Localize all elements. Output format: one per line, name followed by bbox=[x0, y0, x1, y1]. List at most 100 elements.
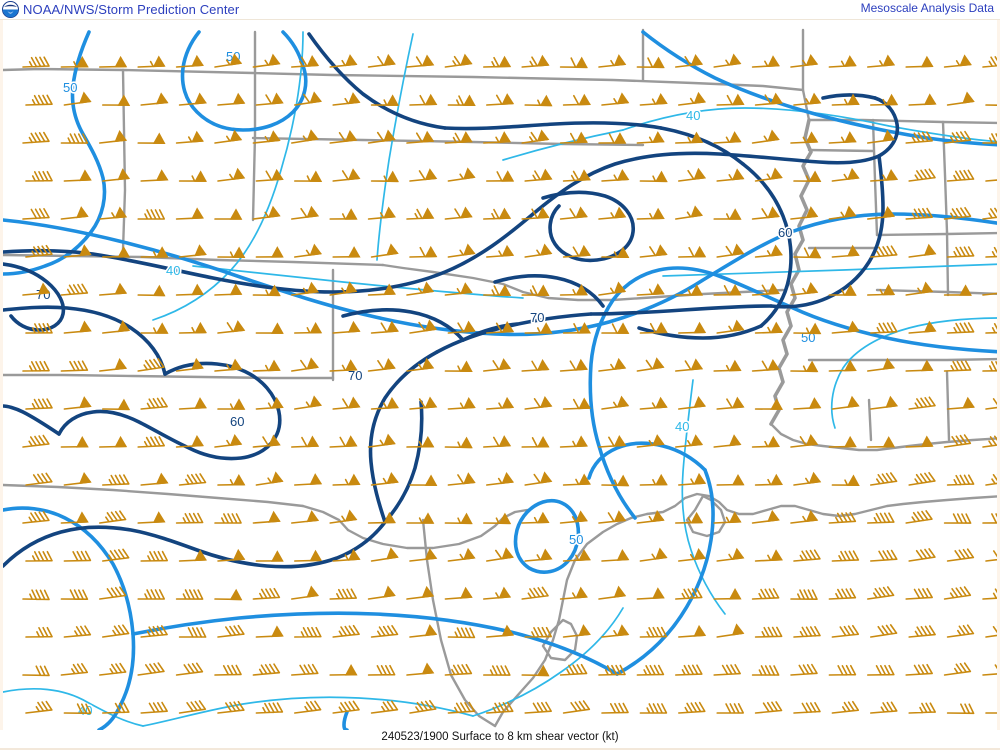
wind-barb bbox=[905, 359, 934, 372]
wind-barb bbox=[905, 55, 934, 68]
wind-barb bbox=[447, 547, 476, 562]
wind-barb bbox=[63, 320, 92, 334]
wind-barb bbox=[636, 664, 665, 676]
header-left-group: NOAA/NWS/Storm Prediction Center bbox=[0, 0, 240, 19]
wind-barb bbox=[869, 322, 898, 334]
wind-barb bbox=[636, 283, 665, 296]
wind-barb bbox=[102, 246, 131, 258]
wind-barb bbox=[99, 586, 127, 600]
wind-barb bbox=[946, 624, 975, 638]
wind-barb bbox=[290, 357, 319, 372]
wind-barb bbox=[985, 104, 997, 107]
wind-barb bbox=[178, 397, 207, 410]
wind-barb bbox=[636, 509, 665, 524]
wind-barb bbox=[713, 588, 742, 600]
wind-barb bbox=[290, 281, 320, 296]
wind-barb bbox=[370, 170, 399, 183]
contour-label: 70 bbox=[530, 310, 544, 325]
wind-barb bbox=[677, 624, 707, 638]
wind-barb bbox=[790, 360, 819, 373]
wind-barb bbox=[60, 56, 89, 68]
wind-barb bbox=[677, 701, 706, 714]
wind-barb bbox=[674, 284, 704, 296]
wind-barb bbox=[639, 547, 668, 562]
wind-barb bbox=[217, 473, 246, 486]
wind-barb bbox=[982, 513, 997, 524]
wind-barb bbox=[370, 320, 399, 334]
wind-barb bbox=[636, 207, 665, 220]
wind-barb bbox=[60, 133, 89, 144]
header-divider bbox=[0, 19, 1000, 20]
wind-barb bbox=[482, 207, 512, 220]
wind-barb bbox=[444, 586, 473, 600]
contour-label: 40 bbox=[686, 108, 700, 123]
wind-barb bbox=[598, 281, 627, 296]
wind-barb bbox=[716, 396, 745, 410]
wind-barb bbox=[367, 511, 396, 524]
wind-barb bbox=[409, 474, 438, 486]
wind-barb bbox=[636, 587, 665, 600]
wind-barb bbox=[793, 701, 821, 714]
wind-barb bbox=[754, 92, 783, 106]
wind-barb bbox=[831, 167, 860, 182]
wind-barb bbox=[982, 55, 997, 68]
wind-barb bbox=[217, 167, 246, 182]
wind-barb bbox=[293, 395, 322, 410]
wind-barb bbox=[217, 320, 246, 334]
map-canvas[interactable]: 50 50 40 70 40 60 70 50 70 60 40 50 40 bbox=[0, 20, 1000, 730]
wind-barb bbox=[790, 434, 819, 448]
wind-barb bbox=[63, 396, 92, 410]
wind-barb bbox=[137, 589, 165, 600]
wind-barb bbox=[175, 435, 204, 448]
wind-barb bbox=[290, 510, 320, 524]
wind-barb bbox=[293, 170, 323, 182]
wind-barb bbox=[217, 398, 246, 410]
wind-barb bbox=[793, 471, 822, 486]
wind-barb bbox=[329, 509, 358, 524]
wind-barb bbox=[290, 663, 319, 676]
wind-barb bbox=[214, 358, 243, 372]
wind-barb bbox=[409, 396, 438, 410]
wind-barb bbox=[866, 586, 895, 600]
wind-barb bbox=[524, 322, 553, 334]
wind-barb bbox=[869, 168, 899, 182]
wind-barb bbox=[754, 167, 783, 182]
wind-barb bbox=[140, 169, 169, 182]
wind-barb bbox=[25, 244, 53, 258]
wind-barb bbox=[406, 357, 435, 372]
wind-barb bbox=[332, 396, 361, 410]
wind-barb bbox=[831, 395, 860, 410]
wind-barb bbox=[754, 626, 783, 638]
wind-barb bbox=[447, 472, 476, 486]
wind-barb bbox=[598, 357, 627, 372]
wind-barb bbox=[598, 132, 627, 144]
contour-label: 40 bbox=[166, 263, 180, 278]
wind-barb bbox=[99, 206, 128, 220]
wind-barb bbox=[559, 586, 588, 600]
wind-barb bbox=[751, 435, 780, 448]
wind-barb bbox=[905, 281, 934, 296]
wind-barb bbox=[869, 245, 898, 258]
wind-barb bbox=[713, 664, 741, 676]
wind-barb bbox=[639, 244, 668, 258]
wind-barb bbox=[562, 700, 591, 714]
wind-barb bbox=[828, 511, 857, 524]
wind-barb bbox=[485, 396, 515, 410]
wind-barb bbox=[444, 131, 473, 144]
contour-label: 40 bbox=[675, 419, 689, 434]
wind-barb bbox=[790, 663, 818, 676]
wind-barb bbox=[217, 624, 245, 638]
wind-barb bbox=[831, 320, 860, 334]
wind-barb bbox=[639, 473, 668, 486]
wind-barb bbox=[22, 434, 50, 448]
wind-barb bbox=[521, 664, 550, 677]
wind-barb bbox=[25, 472, 53, 486]
wind-barb bbox=[137, 132, 166, 145]
wind-barb bbox=[562, 549, 591, 562]
wind-barb bbox=[214, 129, 243, 144]
wind-barb bbox=[828, 131, 857, 144]
wind-barb bbox=[367, 206, 396, 220]
wind-barb bbox=[60, 663, 89, 676]
wind-barb bbox=[252, 284, 281, 297]
wind-barb bbox=[828, 55, 857, 68]
